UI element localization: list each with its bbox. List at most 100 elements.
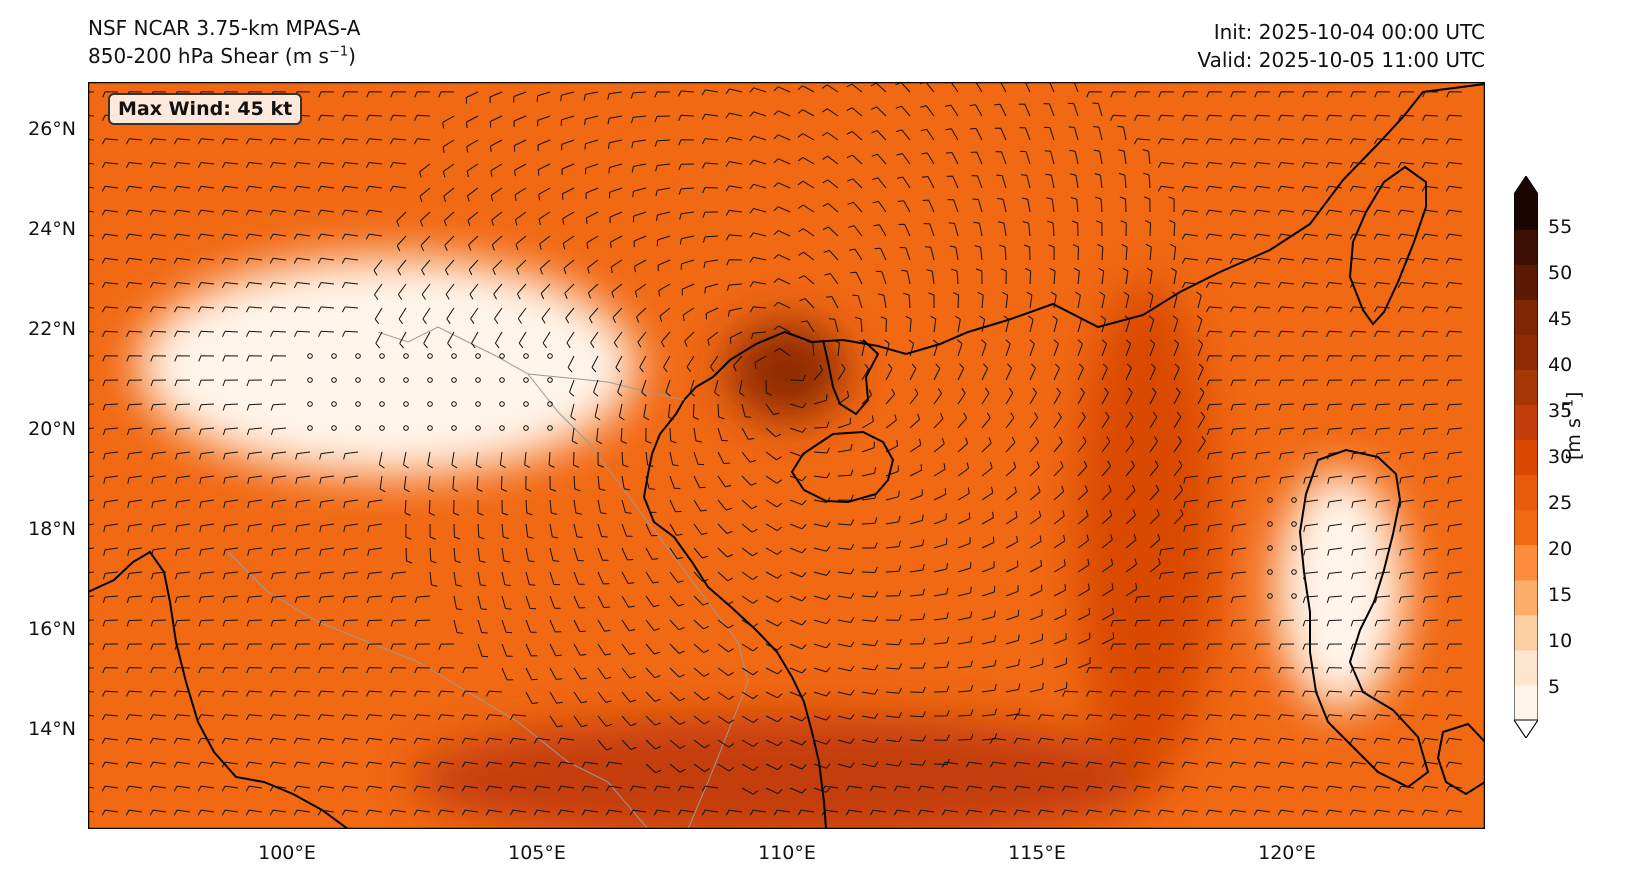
wind-barb bbox=[1230, 690, 1247, 697]
wind-barb bbox=[1446, 114, 1463, 121]
wind-barb bbox=[1277, 306, 1295, 313]
wind-barb bbox=[1374, 690, 1391, 697]
wind-barb bbox=[813, 570, 831, 576]
wind-barb bbox=[837, 363, 846, 381]
wind-barb bbox=[1182, 91, 1199, 98]
wind-barb bbox=[1144, 196, 1151, 213]
wind-barb bbox=[222, 379, 239, 387]
wind-barb bbox=[1197, 436, 1206, 453]
wind-barb bbox=[613, 331, 623, 348]
calm-barb bbox=[307, 377, 313, 383]
wind-barb bbox=[422, 307, 431, 325]
wind-barb bbox=[957, 709, 974, 717]
wind-barb bbox=[365, 785, 383, 792]
wind-barb bbox=[438, 690, 455, 697]
wind-barb bbox=[420, 211, 431, 227]
wind-barb bbox=[174, 690, 191, 697]
wind-barb bbox=[413, 809, 431, 816]
wind-barb bbox=[102, 379, 119, 387]
wind-barb bbox=[1350, 690, 1367, 697]
wind-barb bbox=[597, 547, 609, 561]
wind-barb bbox=[341, 282, 359, 289]
wind-barb bbox=[837, 665, 855, 672]
wind-barb bbox=[1301, 785, 1319, 792]
wind-barb bbox=[173, 737, 191, 744]
wind-barb bbox=[822, 179, 839, 189]
wind-barb bbox=[461, 737, 479, 744]
wind-barb bbox=[1158, 667, 1175, 674]
wind-barb bbox=[514, 163, 527, 177]
wind-barb bbox=[317, 306, 335, 313]
wind-barb bbox=[1374, 114, 1391, 121]
wind-barb bbox=[1029, 633, 1044, 645]
wind-barb bbox=[765, 739, 783, 747]
wind-barb bbox=[88, 475, 95, 478]
wind-barb bbox=[837, 617, 855, 623]
wind-barb bbox=[717, 763, 735, 772]
wind-barb bbox=[468, 259, 479, 276]
wind-barb bbox=[1110, 619, 1127, 627]
wind-barb bbox=[861, 492, 877, 501]
wind-barb bbox=[1119, 196, 1127, 213]
wind-barb bbox=[173, 233, 191, 240]
wind-barb bbox=[1397, 138, 1415, 145]
wind-barb bbox=[621, 547, 634, 561]
wind-barb bbox=[765, 643, 783, 651]
wind-barb bbox=[957, 635, 973, 645]
wind-barb bbox=[981, 684, 997, 693]
wind-barb bbox=[198, 690, 215, 697]
calm-barb bbox=[475, 425, 481, 431]
wind-barb bbox=[1183, 499, 1199, 508]
wind-barb bbox=[597, 619, 611, 632]
wind-barb bbox=[1181, 209, 1199, 216]
wind-barb bbox=[149, 162, 167, 169]
wind-barb bbox=[813, 364, 824, 381]
colorbar-block bbox=[1514, 474, 1538, 511]
wind-barb bbox=[1053, 510, 1065, 525]
wind-barb bbox=[1302, 619, 1319, 627]
wind-barb bbox=[813, 715, 831, 721]
colorbar-blocks bbox=[1514, 176, 1538, 738]
shading-east-jet bbox=[1075, 281, 1216, 780]
wind-barb bbox=[564, 283, 575, 299]
wind-barb bbox=[538, 187, 551, 201]
wind-barb bbox=[861, 566, 878, 573]
wind-barb bbox=[1303, 523, 1319, 532]
calm-barb bbox=[355, 425, 361, 431]
wind-barb bbox=[726, 283, 743, 291]
wind-barb bbox=[533, 737, 551, 744]
wind-barb bbox=[294, 667, 311, 674]
wind-barb bbox=[1230, 403, 1247, 411]
wind-barb bbox=[1398, 379, 1415, 387]
wind-barb bbox=[513, 91, 527, 103]
wind-barb bbox=[885, 540, 901, 549]
wind-barb bbox=[1117, 125, 1127, 141]
wind-barb bbox=[294, 619, 311, 627]
wind-barb bbox=[585, 187, 599, 200]
wind-barb bbox=[821, 785, 839, 792]
wind-barb bbox=[957, 512, 971, 525]
wind-barb bbox=[1373, 138, 1391, 145]
wind-barb bbox=[621, 619, 636, 632]
wind-barb bbox=[1423, 499, 1439, 508]
wind-barb bbox=[173, 162, 191, 169]
wind-barb bbox=[1303, 475, 1319, 484]
wind-barb bbox=[477, 643, 489, 658]
wind-barb bbox=[1149, 460, 1159, 477]
wind-barb bbox=[343, 499, 359, 508]
wind-barb bbox=[1159, 571, 1175, 580]
wind-barb bbox=[765, 763, 783, 771]
wind-barb bbox=[391, 571, 407, 580]
wind-barb bbox=[1013, 785, 1031, 792]
colorbar-block bbox=[1514, 614, 1538, 651]
calm-barb bbox=[403, 425, 409, 431]
wind-barb bbox=[669, 523, 683, 536]
wind-barb bbox=[749, 159, 767, 166]
wind-barb bbox=[957, 339, 963, 357]
wind-barb bbox=[1375, 523, 1391, 532]
wind-barb bbox=[749, 87, 767, 93]
wind-barb bbox=[1421, 138, 1439, 145]
leizhou-peninsula bbox=[822, 339, 880, 416]
wind-barb bbox=[573, 715, 588, 728]
wind-barb bbox=[933, 388, 943, 405]
